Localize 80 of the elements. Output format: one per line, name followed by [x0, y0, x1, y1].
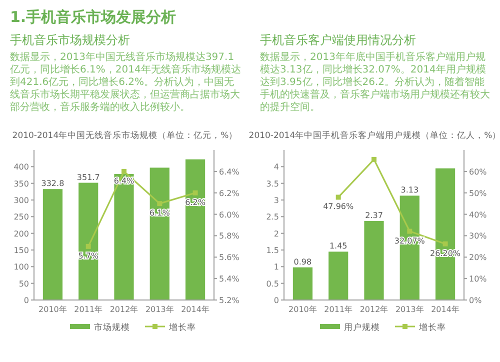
x-tick-label: 2011年	[74, 305, 103, 314]
x-tick-label: 2013年	[145, 305, 174, 314]
y2-tick-label: 6.0%	[219, 210, 240, 220]
bar	[150, 168, 170, 300]
y-tick-label: 350	[14, 179, 29, 188]
y-tick-label: 2	[274, 229, 279, 238]
y2-tick-label: 5.8%	[219, 232, 240, 241]
point	[86, 244, 91, 249]
x-tick-label: 2013年	[395, 305, 424, 314]
point	[407, 228, 412, 234]
y-tick-label: 3	[274, 196, 279, 205]
y2-tick-label: 5.2%	[219, 296, 240, 305]
y2-tick-label: 6.2%	[219, 188, 240, 198]
data-label: 5.7%	[78, 251, 99, 260]
bar	[185, 159, 206, 300]
x-tick-label: 2012年	[360, 305, 388, 314]
y2-tick-label: 40%	[469, 210, 488, 220]
y-tick-label: 4	[274, 162, 279, 172]
text: 1.手机音乐市场发展分析	[10, 8, 176, 26]
bar	[78, 182, 98, 300]
bar	[364, 221, 384, 300]
y-tick-label: 1	[274, 262, 279, 272]
bar	[42, 189, 63, 300]
data-label: 0.98	[294, 257, 312, 266]
y-tick-label: 150	[14, 246, 29, 255]
y-tick-label: 100	[14, 262, 29, 272]
text: 数据显示，2013年中国无线音乐市场规模达397.1亿元，同比增长6.1%，2014年无线音乐市场规模达到421.6亿元，同比增长6.2%。分析认为，中国无线音乐市场长期平稳发展状态，但运营商占据市场大部分营收，音乐服务端的收入比例较小。	[9, 51, 241, 113]
data-label: 6.2%	[185, 198, 206, 207]
y2-tick-label: 30%	[469, 232, 488, 241]
bar	[114, 174, 134, 300]
y-tick-label: 400	[14, 162, 29, 172]
y2-tick-label: 5.6%	[219, 253, 240, 262]
x-tick-label: 2012年	[110, 305, 138, 314]
y-tick-label: 250	[14, 212, 29, 222]
y2-tick-label: 6.4%	[219, 167, 240, 176]
bar	[292, 267, 313, 300]
y2-tick-label: 5.4%	[219, 274, 240, 284]
x-tick-label: 2014年	[431, 305, 460, 314]
y2-tick-label: 0%	[469, 296, 482, 305]
y2-tick-label: 60%	[469, 167, 488, 176]
data-label: 351.7	[76, 172, 100, 182]
y-tick-label: 300	[14, 196, 29, 205]
y-tick-label: 0	[24, 296, 29, 305]
point	[442, 241, 448, 246]
y2-tick-label: 10%	[469, 274, 488, 284]
chart-subtitle: 手机音乐市场规模分析	[10, 33, 130, 47]
data-label: 2.37	[365, 211, 383, 220]
x-tick-label: 2011年	[324, 305, 353, 314]
legend-label: 增长率	[168, 322, 196, 333]
x-tick-label: 2014年	[181, 305, 210, 314]
y-tick-label: 3.5	[266, 179, 279, 188]
data-label: 6.4%	[114, 176, 135, 186]
y-tick-label: 0.5	[266, 279, 279, 288]
x-tick-label: 2010年	[38, 305, 67, 314]
point	[372, 156, 376, 162]
data-label: 332.8	[41, 179, 64, 188]
point	[157, 201, 162, 206]
legend-label: 用户规模	[344, 322, 380, 333]
chart-subtitle: 手机音乐客户端使用情况分析	[260, 33, 416, 47]
chart-title: 2010-2014年中国手机音乐客户端用户规模（单位：亿人，%）	[248, 130, 500, 141]
y-tick-label: 1.5	[266, 246, 279, 255]
bar	[328, 252, 348, 300]
text: 数据显示，2013年年底中国手机音乐客户端用户规模达3.13亿，同比增长32.07%。2014年用户规模达到3.95亿，同比增长26.2。分析认为，随着智能手机的快速普及，音乐客户端市场用户规模还有较大的提升空间。	[260, 51, 490, 113]
data-label: 1.45	[329, 242, 348, 251]
y2-tick-label: 20%	[469, 253, 488, 262]
y-tick-label: 200	[14, 229, 29, 238]
y-tick-label: 50	[18, 279, 29, 288]
y2-tick-label: 50%	[469, 188, 488, 198]
point	[336, 194, 341, 200]
data-label: 3.13	[400, 186, 419, 195]
point	[192, 190, 198, 196]
y-tick-label: 2.5	[266, 212, 279, 222]
data-label: 47.96%	[323, 202, 354, 212]
x-tick-label: 2010年	[288, 305, 317, 314]
y-tick-label: 0	[274, 296, 279, 305]
point	[122, 168, 126, 174]
chart-title: 2010-2014年中国无线音乐市场规模（单位：亿元，%）	[12, 130, 238, 141]
data-label: 6.1%	[149, 208, 170, 218]
legend-label: 市场规模	[94, 322, 130, 333]
legend-label: 增长率	[418, 322, 446, 333]
